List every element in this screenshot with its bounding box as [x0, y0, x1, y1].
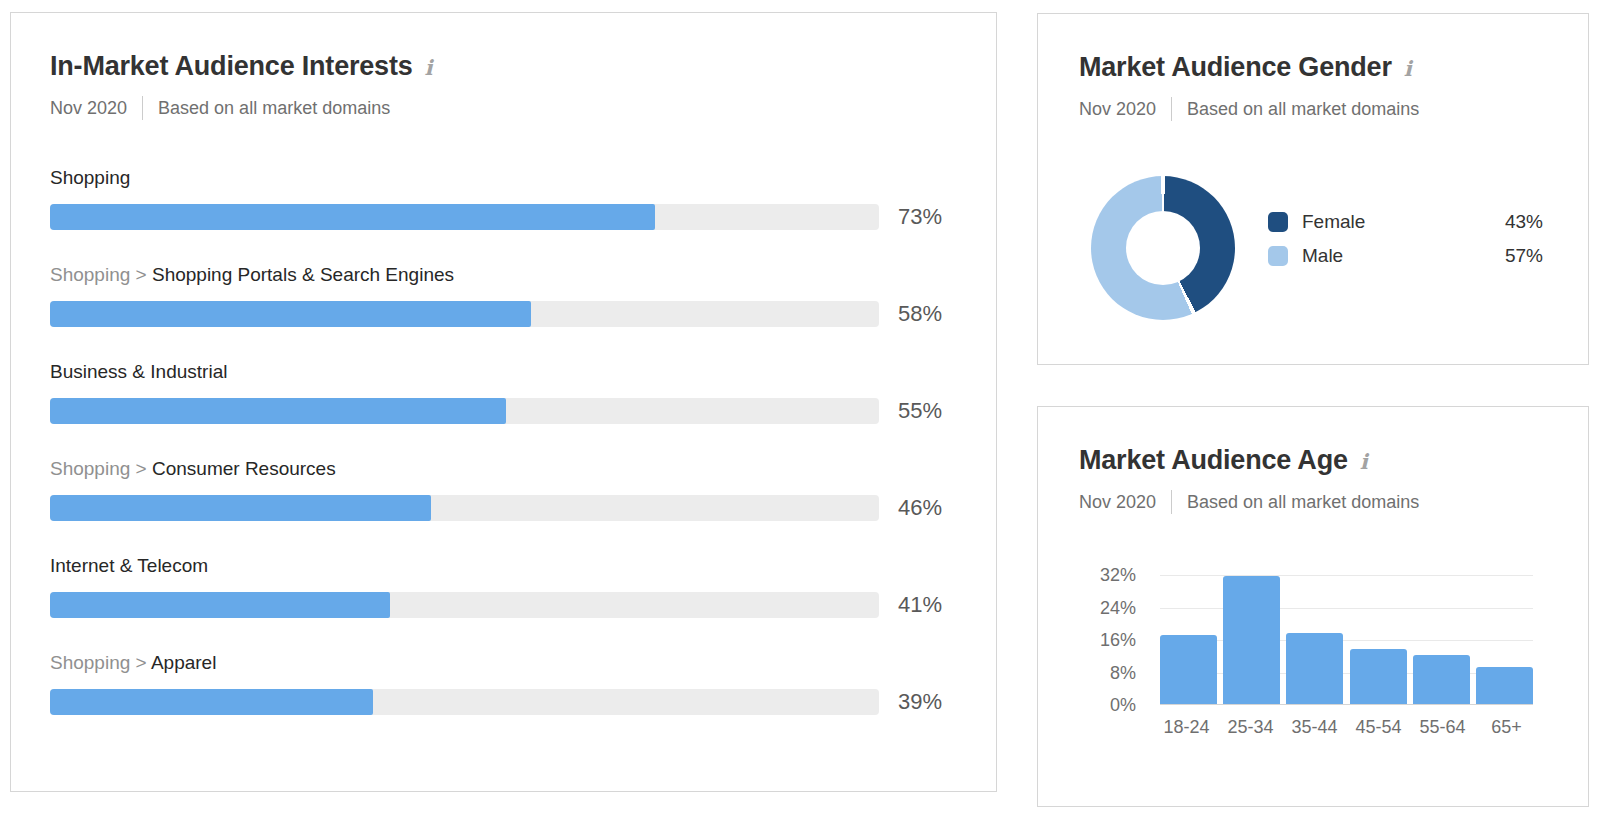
male-swatch	[1268, 246, 1288, 266]
bar-value: 55%	[898, 398, 942, 424]
age-bar-55-64	[1413, 655, 1470, 704]
subtitle-divider	[1171, 97, 1172, 121]
category-label: Apparel	[151, 652, 217, 673]
gender-legend: Female 43% Male 57%	[1268, 212, 1543, 280]
y-tick: 0%	[1038, 695, 1136, 715]
report-date: Nov 2020	[1079, 492, 1156, 513]
age-x-axis: 18-24 25-34 35-44 45-54 55-64 65+	[1155, 717, 1538, 738]
interest-row: Internet & Telecom 41%	[50, 552, 983, 618]
gender-title: Market Audience Gender	[1079, 52, 1392, 83]
subtitle-divider	[142, 96, 143, 120]
report-date: Nov 2020	[1079, 99, 1156, 120]
report-scope: Based on all market domains	[1187, 492, 1419, 513]
bar-fill	[50, 204, 655, 230]
subtitle-divider	[1171, 490, 1172, 514]
category-prefix: Shopping >	[50, 458, 152, 479]
bar-fill	[50, 301, 531, 327]
legend-label: Male	[1302, 245, 1505, 267]
interests-rows: Shopping 73% Shopping > Shopping Portals…	[50, 164, 983, 746]
age-header: Market Audience Age i Nov 2020 Based on …	[1079, 445, 1419, 514]
age-bar-35-44	[1286, 633, 1343, 704]
category-prefix: Shopping >	[50, 652, 151, 673]
age-panel: Market Audience Age i Nov 2020 Based on …	[1037, 406, 1589, 807]
age-title: Market Audience Age	[1079, 445, 1348, 476]
age-chart-plot	[1160, 575, 1533, 705]
bar-value: 41%	[898, 592, 942, 618]
gender-panel: Market Audience Gender i Nov 2020 Based …	[1037, 13, 1589, 365]
category-label: Business & Industrial	[50, 361, 227, 382]
bar-track	[50, 204, 879, 230]
interests-title: In-Market Audience Interests	[50, 51, 413, 82]
x-tick: 18-24	[1155, 717, 1218, 738]
bar-track	[50, 592, 879, 618]
bar-value: 46%	[898, 495, 942, 521]
report-date: Nov 2020	[50, 98, 127, 119]
age-bar-45-54	[1350, 649, 1407, 704]
age-bar-65plus	[1476, 667, 1533, 704]
y-tick: 16%	[1038, 630, 1136, 650]
interest-row: Shopping > Shopping Portals & Search Eng…	[50, 261, 983, 327]
bar-track	[50, 301, 879, 327]
report-scope: Based on all market domains	[1187, 99, 1419, 120]
interests-header: In-Market Audience Interests i Nov 2020 …	[50, 51, 432, 120]
category-label: Shopping	[50, 167, 130, 188]
info-icon[interactable]: i	[1360, 449, 1368, 474]
interest-row: Business & Industrial 55%	[50, 358, 983, 424]
bar-fill	[50, 398, 506, 424]
info-icon[interactable]: i	[425, 55, 433, 80]
female-swatch	[1268, 212, 1288, 232]
bar-fill	[50, 495, 431, 521]
interests-subtitle: Nov 2020 Based on all market domains	[50, 96, 432, 120]
x-tick: 65+	[1475, 717, 1538, 738]
x-tick: 45-54	[1347, 717, 1410, 738]
interests-panel: In-Market Audience Interests i Nov 2020 …	[10, 12, 997, 792]
report-scope: Based on all market domains	[158, 98, 390, 119]
gender-subtitle: Nov 2020 Based on all market domains	[1079, 97, 1419, 121]
y-tick: 24%	[1038, 598, 1136, 618]
x-tick: 55-64	[1411, 717, 1474, 738]
x-tick: 25-34	[1219, 717, 1282, 738]
bar-fill	[50, 592, 390, 618]
bar-track	[50, 495, 879, 521]
legend-row-male: Male 57%	[1268, 246, 1543, 266]
category-prefix: Shopping >	[50, 264, 152, 285]
bar-value: 73%	[898, 204, 942, 230]
age-bars	[1160, 575, 1533, 704]
legend-label: Female	[1302, 211, 1505, 233]
legend-value: 57%	[1505, 245, 1543, 267]
y-tick: 32%	[1038, 565, 1136, 585]
interest-row: Shopping 73%	[50, 164, 983, 230]
legend-row-female: Female 43%	[1268, 212, 1543, 232]
interest-row: Shopping > Apparel 39%	[50, 649, 983, 715]
x-tick: 35-44	[1283, 717, 1346, 738]
interest-row: Shopping > Consumer Resources 46%	[50, 455, 983, 521]
legend-value: 43%	[1505, 211, 1543, 233]
age-bar-18-24	[1160, 635, 1217, 704]
age-bar-25-34	[1223, 576, 1280, 704]
bar-fill	[50, 689, 373, 715]
x-axis-line	[1160, 704, 1533, 705]
info-icon[interactable]: i	[1404, 56, 1412, 81]
bar-value: 58%	[898, 301, 942, 327]
category-label: Shopping Portals & Search Engines	[152, 264, 454, 285]
age-subtitle: Nov 2020 Based on all market domains	[1079, 490, 1419, 514]
bar-track	[50, 398, 879, 424]
bar-track	[50, 689, 879, 715]
category-label: Consumer Resources	[152, 458, 336, 479]
gender-donut	[1091, 176, 1235, 320]
category-label: Internet & Telecom	[50, 555, 208, 576]
y-tick: 8%	[1038, 663, 1136, 683]
gender-header: Market Audience Gender i Nov 2020 Based …	[1079, 52, 1419, 121]
bar-value: 39%	[898, 689, 942, 715]
